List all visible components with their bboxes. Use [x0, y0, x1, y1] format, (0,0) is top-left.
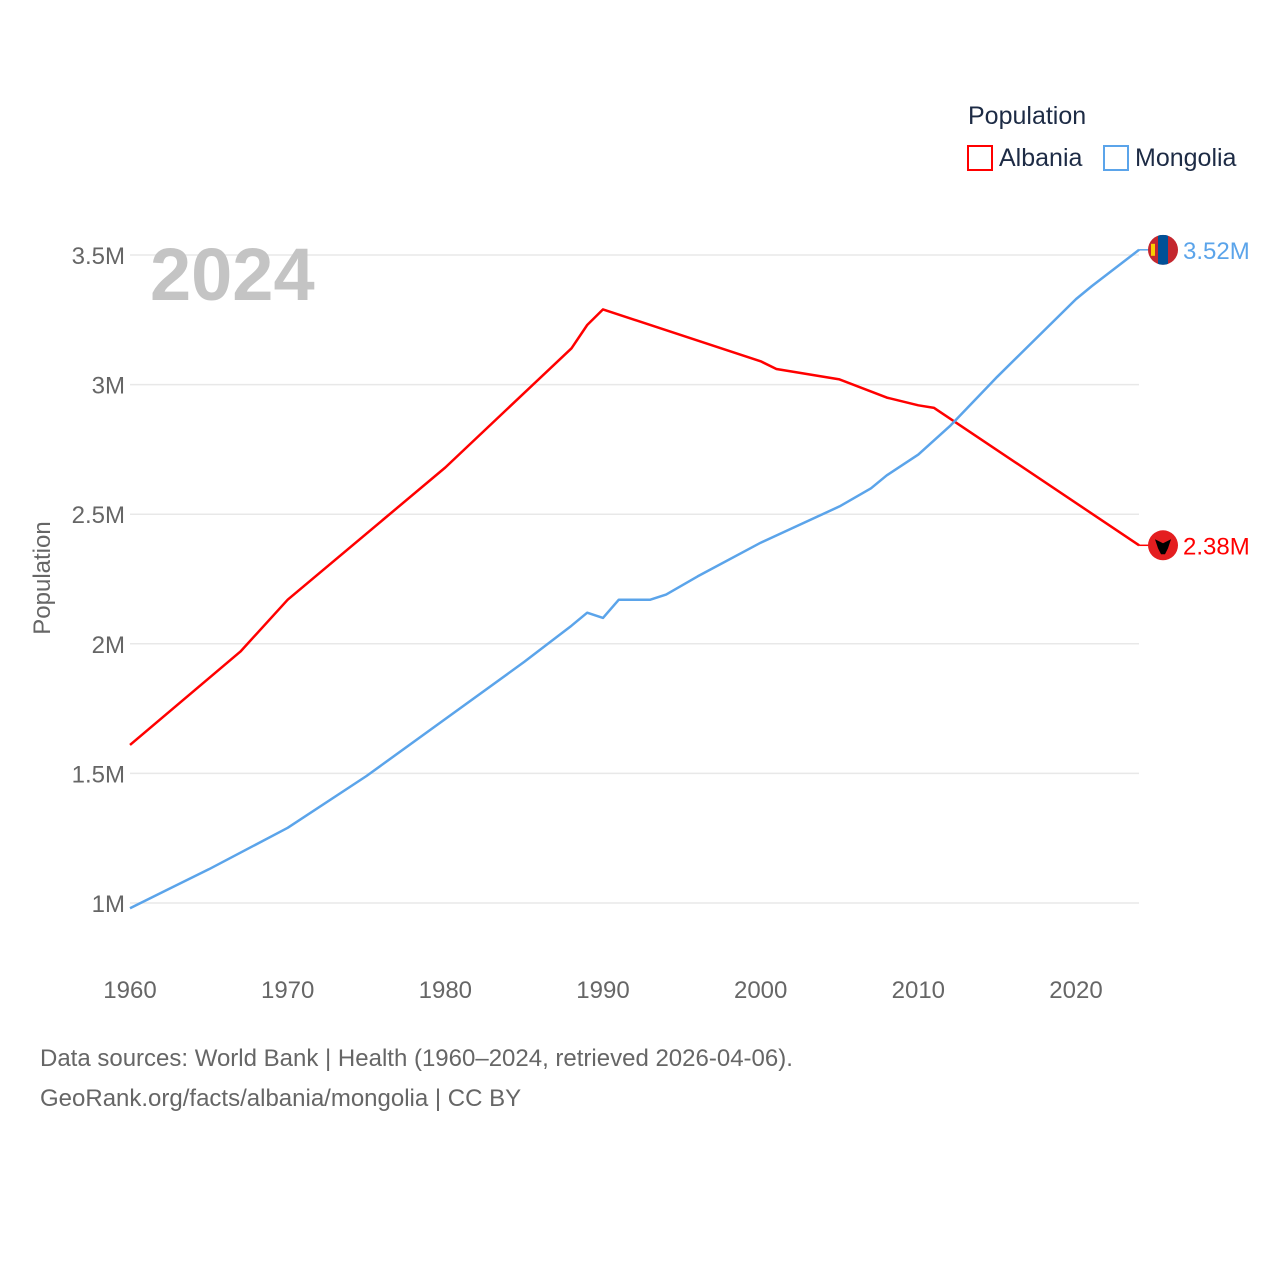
- eagle-symbol: [1155, 539, 1171, 555]
- legend: Population Albania Mongolia: [967, 102, 1237, 172]
- end-value-label: 2.38M: [1183, 533, 1250, 560]
- x-tick-label: 2000: [734, 977, 787, 1004]
- soyombo-symbol: [1151, 243, 1155, 256]
- x-tick-label: 1960: [103, 977, 156, 1004]
- x-tick-label: 2010: [892, 977, 945, 1004]
- legend-label-mongolia[interactable]: Mongolia: [1135, 144, 1237, 172]
- y-tick-label: 2.5M: [72, 502, 125, 529]
- y-tick-label: 1M: [92, 891, 125, 918]
- x-tick-label: 2020: [1049, 977, 1102, 1004]
- y-tick-label: 1.5M: [72, 761, 125, 788]
- footer-sources: Data sources: World Bank | Health (1960–…: [40, 1045, 793, 1072]
- x-tick-label: 1970: [261, 977, 314, 1004]
- legend-label-albania[interactable]: Albania: [999, 144, 1082, 172]
- legend-swatch-albania[interactable]: [967, 145, 993, 171]
- population-chart: 1M 1.5M 2M 2.5M 3M 3.5M 1960 1970 1980 1990 2000 20…: [29, 102, 1250, 1004]
- series-line-mongolia: [129, 248, 1140, 910]
- series-line-albania: [129, 308, 1140, 746]
- x-tick-label: 1980: [419, 977, 472, 1004]
- y-tick-label: 2M: [92, 632, 125, 659]
- y-tick-label: 3M: [92, 373, 125, 400]
- footer-credit: GeoRank.org/facts/albania/mongolia | CC …: [40, 1085, 522, 1112]
- flag-blue: [1158, 234, 1168, 265]
- legend-swatch-mongolia[interactable]: [1103, 145, 1129, 171]
- year-watermark: 2024: [150, 233, 315, 316]
- y-axis-label: Population: [29, 521, 56, 634]
- legend-title: Population: [968, 102, 1086, 130]
- albania-flag-icon: [1148, 530, 1178, 561]
- x-tick-label: 1990: [576, 977, 629, 1004]
- end-value-label: 3.52M: [1183, 238, 1250, 265]
- mongolia-flag-icon: [1148, 234, 1178, 265]
- y-tick-label: 3.5M: [72, 243, 125, 270]
